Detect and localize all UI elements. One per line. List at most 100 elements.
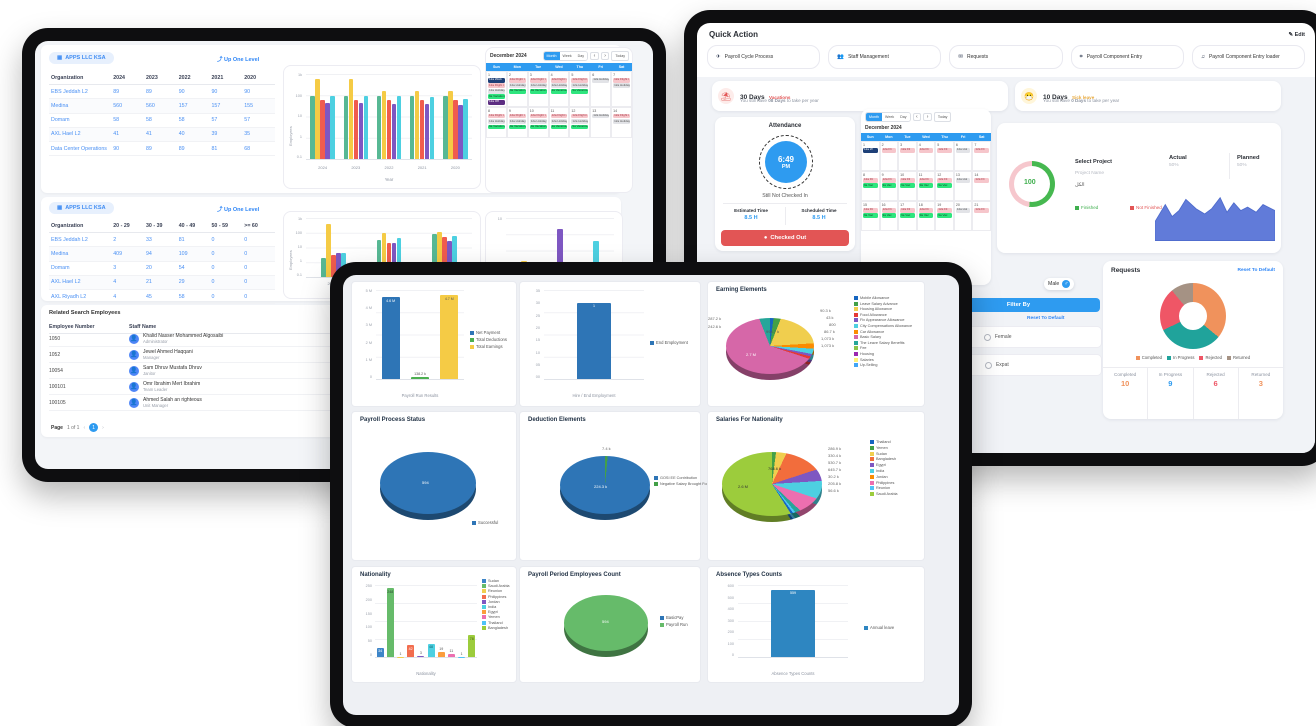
calendar-day[interactable]: 19 12a Fli 9a Vac: [935, 201, 954, 231]
calendar-event-chip[interactable]: 9a Vac: [918, 183, 934, 189]
calendar-day[interactable]: 6 12a Hol: [953, 141, 973, 171]
calendar-event-chip[interactable]: 9a Vacation: [529, 124, 547, 130]
calendar-view-day[interactable]: Day: [574, 52, 588, 60]
calendar-event-chip[interactable]: 12a Fli: [918, 207, 934, 213]
calendar-event-chip[interactable]: 12a Holiday: [571, 83, 589, 89]
calendar-event-chip[interactable]: 12a Holiday: [571, 119, 589, 124]
calendar-day[interactable]: 9 12a Flight t 12a Holiday 9a Vacation: [506, 106, 528, 138]
calendar-event-chip[interactable]: 9a Vacation: [508, 124, 526, 130]
calendar-event-chip[interactable]: 12a Hol: [955, 207, 971, 213]
calendar-next-button[interactable]: ›: [600, 52, 610, 60]
calendar-event-chip[interactable]: 12a Fli: [918, 177, 934, 183]
calendar-event-chip[interactable]: 12a Holiday: [550, 119, 568, 124]
gender-pill[interactable]: Male ♂: [1044, 278, 1075, 290]
calendar-event-chip[interactable]: 12a Flight t: [550, 113, 568, 119]
calendar-event-chip[interactable]: 12a Holiday: [529, 119, 547, 124]
calendar-event-chip[interactable]: 12a Hol: [955, 147, 971, 153]
calendar-day[interactable]: 10 12a Fli 9a Vac: [898, 171, 917, 201]
calendar-event-chip[interactable]: 12a Holiday: [550, 83, 568, 89]
calendar-event-chip[interactable]: 12a Fli: [974, 177, 989, 183]
calendar-event-chip[interactable]: 9a Vac: [900, 183, 915, 189]
calendar-event-chip[interactable]: 9a Vacation: [488, 124, 505, 130]
calendar-event-chip[interactable]: 12a Flight t: [613, 77, 630, 83]
project-name-input[interactable]: Project Name: [1075, 171, 1105, 176]
calendar-day[interactable]: 3 12a Fli: [898, 141, 917, 171]
calendar-event-chip[interactable]: 12a Flight t: [508, 113, 526, 119]
calendar-day[interactable]: 13 12a Hol: [953, 171, 973, 201]
calendar-today-button[interactable]: Today: [611, 51, 629, 61]
org-link[interactable]: Domam: [51, 117, 70, 124]
calendar-event-chip[interactable]: 9a Vac: [900, 213, 915, 219]
calendar-event-chip[interactable]: 12a Hol: [955, 177, 971, 183]
calendar-today-button[interactable]: Today: [933, 112, 952, 122]
calendar-event-chip[interactable]: 12a Flight t: [571, 113, 589, 119]
calendar-event-chip[interactable]: 12a Fli: [937, 177, 952, 183]
calendar-event-chip[interactable]: 12a Fli: [900, 207, 915, 213]
calendar-event-chip[interactable]: 12a Flight t: [508, 77, 526, 83]
calendar-event-chip[interactable]: 12a Fli: [881, 177, 897, 183]
calendar-view-month[interactable]: Month: [543, 52, 560, 60]
calendar-day[interactable]: 16 12a Fli 9a Vac: [879, 201, 899, 231]
org-link[interactable]: AXL Riyadh L2: [51, 293, 87, 300]
org-link[interactable]: Medina: [51, 102, 69, 109]
calendar-event-chip[interactable]: 9a Vac: [937, 183, 952, 189]
org-link[interactable]: Domam: [51, 265, 70, 272]
quick-action-button[interactable]: ⌗ Payroll Component Entry: [1070, 45, 1184, 69]
calendar-day[interactable]: 6 12a Holiday: [590, 71, 612, 107]
calendar-day[interactable]: 14 12a Flight t 12a Holiday: [611, 106, 632, 138]
calendar-day[interactable]: 10 12a Flight t 12a Holiday 9a Vacation: [527, 106, 549, 138]
calendar-event-chip[interactable]: 12a Fli: [881, 207, 897, 213]
calendar-event-chip[interactable]: 12a Flight t: [529, 77, 547, 83]
quick-action-button[interactable]: ♫ Payroll Component Entry loader: [1191, 45, 1306, 69]
org-badge[interactable]: ▦ APPS LLC KSA: [49, 52, 114, 64]
calendar-day[interactable]: 14 12a Fli: [972, 171, 991, 201]
calendar-event-chip[interactable]: 12a Holiday: [529, 83, 547, 89]
page-next-button[interactable]: ›: [102, 424, 104, 431]
calendar-day[interactable]: 15 12a Fli 9a Vac: [861, 201, 880, 231]
calendar-event-chip[interactable]: 12a Fli: [881, 147, 897, 153]
calendar-event-chip[interactable]: 12a Fli: [937, 147, 952, 153]
calendar-event-chip[interactable]: 12a Holiday: [508, 83, 526, 89]
calendar-event-chip[interactable]: 12a Fli: [863, 207, 878, 213]
calendar-event-chip[interactable]: 9a Vac: [881, 183, 897, 189]
calendar-day[interactable]: 3 12a Flight t 12a Holiday 9a Vacation: [527, 71, 549, 107]
calendar-event-chip[interactable]: 12a Work: [488, 77, 505, 83]
calendar-view-week[interactable]: Week: [882, 113, 898, 121]
radio-female[interactable]: [983, 333, 991, 341]
calendar-event-chip[interactable]: 9a Vac: [918, 213, 934, 219]
org-link[interactable]: EBS Jeddah L2: [51, 88, 88, 95]
calendar-day[interactable]: 12 12a Fli 9a Vac: [935, 171, 954, 201]
calendar-day[interactable]: 7 12a Fli: [972, 141, 991, 171]
calendar-event-chip[interactable]: 9a Vacation: [571, 124, 589, 130]
calendar-day[interactable]: 12 12a Flight t 12a Holiday 9a Vacation: [569, 106, 591, 138]
calendar-day[interactable]: 17 12a Fli 9a Vac: [898, 201, 917, 231]
up-one-level-link[interactable]: ⤴ Up One Level: [217, 55, 259, 63]
page-number-button[interactable]: 1: [89, 423, 99, 432]
org-link[interactable]: Medina: [51, 250, 69, 257]
calendar-event-chip[interactable]: 12a Fli: [900, 177, 915, 183]
calendar-next-button[interactable]: ›: [923, 113, 932, 121]
calendar-day[interactable]: 2 12a Fli: [879, 141, 899, 171]
calendar-day[interactable]: 9 12a Fli 9a Vac: [879, 171, 899, 201]
calendar-view-month[interactable]: Month: [866, 113, 882, 121]
org-link[interactable]: Data Center Operations: [51, 145, 107, 152]
calendar-event-chip[interactable]: 12a W: [863, 147, 878, 153]
calendar-prev-button[interactable]: ‹: [590, 52, 599, 60]
calendar-event-chip[interactable]: 12a Flight t: [571, 77, 589, 83]
calendar-event-chip[interactable]: 12a Fli: [863, 177, 878, 183]
calendar-day[interactable]: 13 12a Holiday: [590, 106, 612, 138]
calendar-event-chip[interactable]: 12a Holiday: [488, 119, 505, 124]
calendar-event-chip[interactable]: 9a Vacation: [550, 124, 568, 130]
calendar-event-chip[interactable]: 12a Flight t: [529, 113, 547, 119]
calendar-day[interactable]: 20 12a Hol: [953, 201, 973, 231]
calendar-day[interactable]: 4 12a Fli: [916, 141, 936, 171]
checked-out-button[interactable]: ● Checked Out: [721, 230, 849, 246]
page-prev-button[interactable]: ‹: [83, 424, 86, 431]
org-link[interactable]: EBS Jeddah L2: [51, 236, 88, 243]
calendar-day[interactable]: 1 12a Work 12a Flight t 12a Holiday 9a Vacat…: [486, 71, 507, 107]
requests-reset-link[interactable]: Reset To Default: [1237, 268, 1276, 273]
calendar-event-chip[interactable]: 12a Holiday: [488, 88, 505, 94]
calendar-event-chip[interactable]: 12a Holiday: [592, 77, 610, 83]
calendar-event-chip[interactable]: 12a Fli: [900, 147, 915, 153]
calendar-event-chip[interactable]: 12a Flight t: [488, 83, 505, 89]
